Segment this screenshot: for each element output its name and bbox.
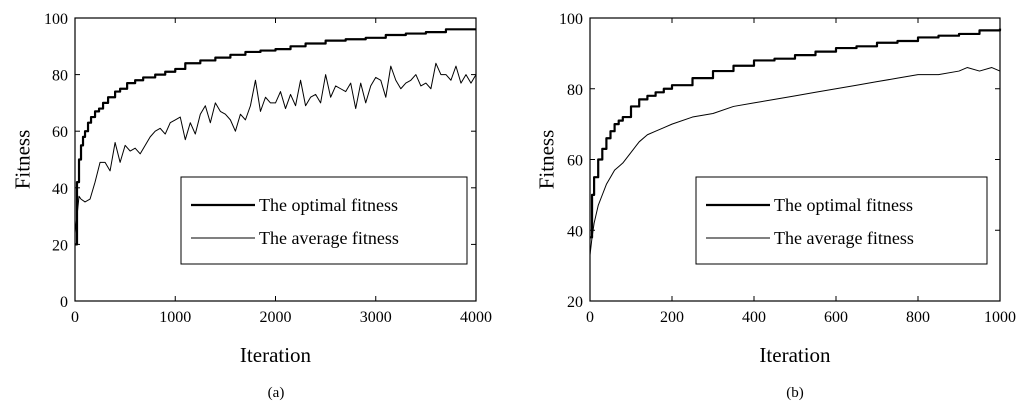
y-tick-label: 0 [60,294,68,311]
legend-box [695,176,988,265]
legend-label-optimal: The optimal fitness [774,195,913,215]
y-axis-label: Fitness [534,130,558,190]
x-tick-label: 2000 [260,309,292,326]
legend: The optimal fitness The average fitness [695,176,988,265]
chart-panel-b: 0 200 400 600 800 1000 20 40 60 80 100 Iteration Fit… [534,11,1016,401]
y-tick-label: 40 [52,181,68,198]
y-tick-label: 80 [567,82,583,99]
x-tick-label: 0 [586,309,594,326]
y-tick-label: 20 [567,294,583,311]
legend: The optimal fitness The average fitness [180,176,468,265]
x-tick-label: 1000 [159,309,191,326]
legend-box [180,176,468,265]
legend-label-average: The average fitness [259,228,399,248]
y-tick-label: 100 [559,11,583,28]
y-tick-label: 40 [567,223,583,240]
x-tick-label: 400 [742,309,766,326]
x-tick-label: 0 [71,309,79,326]
y-axis-label: Fitness [10,130,34,190]
y-tick-label: 100 [44,11,68,28]
y-tick-label: 80 [52,68,68,85]
x-tick-label: 1000 [984,309,1016,326]
x-axis-label: Iteration [240,343,312,367]
x-tick-label: 3000 [360,309,392,326]
series-line-optimal [590,28,1002,239]
legend-label-average: The average fitness [774,228,914,248]
x-tick-label: 200 [660,309,684,326]
x-tick-label: 800 [906,309,930,326]
x-tick-label: 600 [824,309,848,326]
series-line-optimal [75,28,476,246]
series-line-average [589,67,1001,256]
panel-label: (b) [786,385,804,401]
x-tick-label: 4000 [460,309,492,326]
x-axis-label: Iteration [759,343,831,367]
y-tick-label: 60 [567,153,583,170]
chart-panel-a: 0 1000 2000 3000 4000 0 20 40 60 80 100 Iteration Fi… [10,11,492,401]
panel-label: (a) [268,385,285,401]
legend-label-optimal: The optimal fitness [259,195,398,215]
series-line-average [74,62,477,234]
y-tick-label: 60 [52,124,68,141]
y-tick-label: 20 [52,237,68,254]
